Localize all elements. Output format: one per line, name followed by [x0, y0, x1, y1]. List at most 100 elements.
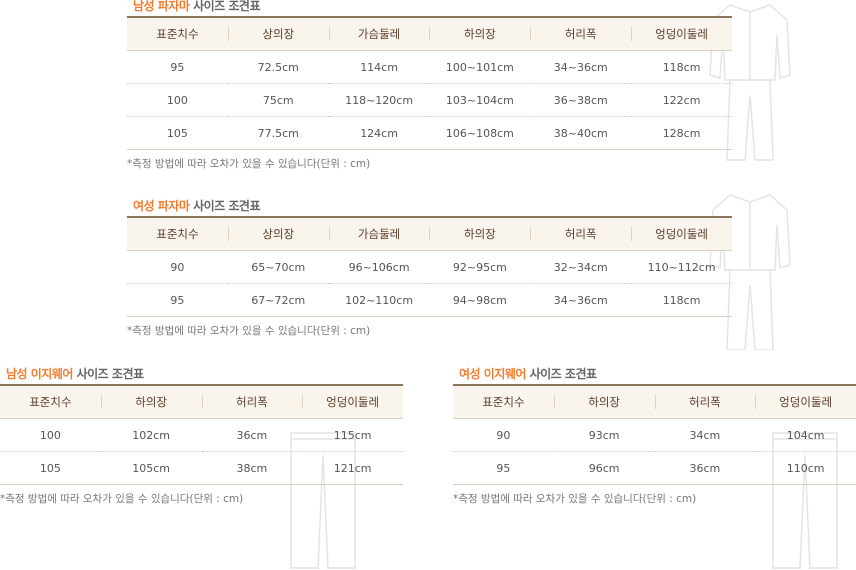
measurement-note: *측정 방법에 따라 오차가 있을 수 있습니다(단위 : cm): [0, 493, 244, 505]
measurement-note: *측정 방법에 따라 오차가 있을 수 있습니다(단위 : cm): [453, 493, 697, 505]
column-header: 허리폭: [654, 384, 756, 419]
table-cell: 36~38cm: [530, 83, 632, 117]
title-highlight: 남성 파자마: [133, 0, 190, 13]
table-row: 90 93cm 34cm 104cm: [453, 418, 856, 452]
table-row: 95 72.5cm 114cm 100~101cm 34~36cm 118cm: [127, 50, 732, 84]
measurement-note: *측정 방법에 따라 오차가 있을 수 있습니다(단위 : cm): [127, 158, 371, 170]
table-cell: 34~36cm: [530, 50, 632, 84]
table-cell: 94~98cm: [429, 283, 531, 317]
table-cell: 115cm: [302, 418, 403, 452]
table-cell: 96~106cm: [328, 250, 430, 284]
table-cell: 36cm: [654, 451, 756, 485]
column-header: 엉덩이둘레: [631, 216, 732, 251]
table-cell: 34cm: [654, 418, 756, 452]
column-header: 허리폭: [530, 216, 632, 251]
title-text: 사이즈 조견표: [189, 199, 260, 213]
column-header: 허리폭: [530, 16, 632, 51]
men-easywear-size-section: 남성 이지웨어 사이즈 조견표 표준치수 하의장 허리폭 엉덩이둘레 100 102cm 36…: [0, 364, 403, 506]
table-cell: 128cm: [631, 116, 732, 150]
column-header: 표준치수: [0, 384, 101, 419]
title-highlight: 여성 파자마: [133, 199, 190, 213]
table-cell: 118cm: [631, 50, 732, 84]
table-header-row: 표준치수 하의장 허리폭 엉덩이둘레: [0, 384, 403, 419]
table-cell: 92~95cm: [429, 250, 531, 284]
table-cell: 114cm: [328, 50, 430, 84]
table-cell: 32~34cm: [530, 250, 632, 284]
table-cell: 118cm: [631, 283, 732, 317]
section-title: 남성 이지웨어 사이즈 조견표: [0, 364, 403, 384]
table-cell: 105: [0, 451, 101, 485]
table-header-row: 표준치수 상의장 가슴둘레 하의장 허리폭 엉덩이둘레: [127, 216, 732, 251]
table-cell: 38cm: [201, 451, 303, 485]
table-cell: 121cm: [302, 451, 403, 485]
section-title: 남성 파자마 사이즈 조견표: [127, 0, 732, 16]
table-cell: 90: [453, 418, 554, 452]
column-header: 엉덩이둘레: [755, 384, 856, 419]
column-header: 엉덩이둘레: [631, 16, 732, 51]
table-row: 100 75cm 118~120cm 103~104cm 36~38cm 122cm: [127, 83, 732, 117]
table-cell: 72.5cm: [227, 50, 329, 84]
table-cell: 93cm: [553, 418, 655, 452]
table-row: 95 96cm 36cm 110cm: [453, 451, 856, 485]
table-cell: 106~108cm: [429, 116, 531, 150]
table-cell: 124cm: [328, 116, 430, 150]
column-header: 상의장: [227, 216, 329, 251]
table-cell: 100~101cm: [429, 50, 531, 84]
title-text: 사이즈 조견표: [72, 367, 144, 381]
column-header: 가슴둘레: [328, 216, 430, 251]
table-header-row: 표준치수 하의장 허리폭 엉덩이둘레: [453, 384, 856, 419]
column-header: 하의장: [100, 384, 202, 419]
table-cell: 118~120cm: [328, 83, 430, 117]
table-cell: 110~112cm: [631, 250, 732, 284]
column-header: 하의장: [553, 384, 655, 419]
table-cell: 103~104cm: [429, 83, 531, 117]
column-header: 표준치수: [127, 216, 228, 251]
title-text: 사이즈 조견표: [189, 0, 260, 13]
title-text: 사이즈 조견표: [525, 367, 597, 381]
table-cell: 95: [453, 451, 554, 485]
table-cell: 104cm: [755, 418, 856, 452]
table-cell: 122cm: [631, 83, 732, 117]
table-cell: 96cm: [553, 451, 655, 485]
women-pajama-size-section: 여성 파자마 사이즈 조견표 표준치수 상의장 가슴둘레 하의장 허리폭 엉덩이둘레 90 65…: [127, 196, 732, 338]
table-cell: 90: [127, 250, 228, 284]
section-title: 여성 이지웨어 사이즈 조견표: [453, 364, 856, 384]
table-cell: 110cm: [755, 451, 856, 485]
column-header: 표준치수: [453, 384, 554, 419]
title-highlight: 여성 이지웨어: [459, 367, 526, 381]
table-cell: 67~72cm: [227, 283, 329, 317]
table-cell: 36cm: [201, 418, 303, 452]
women-easywear-size-section: 여성 이지웨어 사이즈 조견표 표준치수 하의장 허리폭 엉덩이둘레 90 93cm 34cm…: [453, 364, 856, 506]
size-table: 표준치수 상의장 가슴둘레 하의장 허리폭 엉덩이둘레 95 72.5cm 114cm 100~1…: [127, 16, 732, 150]
column-header: 허리폭: [201, 384, 303, 419]
table-cell: 95: [127, 50, 228, 84]
title-highlight: 남성 이지웨어: [6, 367, 73, 381]
table-cell: 34~36cm: [530, 283, 632, 317]
measurement-note: *측정 방법에 따라 오차가 있을 수 있습니다(단위 : cm): [127, 325, 371, 337]
table-cell: 102~110cm: [328, 283, 430, 317]
table-cell: 77.5cm: [227, 116, 329, 150]
table-cell: 105: [127, 116, 228, 150]
size-table: 표준치수 하의장 허리폭 엉덩이둘레 100 102cm 36cm 115cm 105 105cm…: [0, 384, 403, 485]
table-row: 90 65~70cm 96~106cm 92~95cm 32~34cm 110~112cm: [127, 250, 732, 284]
table-cell: 65~70cm: [227, 250, 329, 284]
column-header: 표준치수: [127, 16, 228, 51]
table-cell: 38~40cm: [530, 116, 632, 150]
table-cell: 105cm: [100, 451, 202, 485]
table-header-row: 표준치수 상의장 가슴둘레 하의장 허리폭 엉덩이둘레: [127, 16, 732, 51]
table-cell: 100: [0, 418, 101, 452]
men-pajama-size-section: 남성 파자마 사이즈 조견표 표준치수 상의장 가슴둘레 하의장 허리폭 엉덩이둘레 95 72…: [127, 0, 732, 171]
size-table: 표준치수 상의장 가슴둘레 하의장 허리폭 엉덩이둘레 90 65~70cm 96~106cm 9…: [127, 216, 732, 317]
table-cell: 102cm: [100, 418, 202, 452]
table-row: 100 102cm 36cm 115cm: [0, 418, 403, 452]
table-cell: 100: [127, 83, 228, 117]
table-row: 105 77.5cm 124cm 106~108cm 38~40cm 128cm: [127, 116, 732, 150]
column-header: 상의장: [227, 16, 329, 51]
table-cell: 75cm: [227, 83, 329, 117]
section-title: 여성 파자마 사이즈 조견표: [127, 196, 732, 216]
column-header: 하의장: [429, 16, 531, 51]
size-table: 표준치수 하의장 허리폭 엉덩이둘레 90 93cm 34cm 104cm 95 96cm 36cm…: [453, 384, 856, 485]
table-row: 95 67~72cm 102~110cm 94~98cm 34~36cm 118cm: [127, 283, 732, 317]
table-cell: 95: [127, 283, 228, 317]
table-row: 105 105cm 38cm 121cm: [0, 451, 403, 485]
